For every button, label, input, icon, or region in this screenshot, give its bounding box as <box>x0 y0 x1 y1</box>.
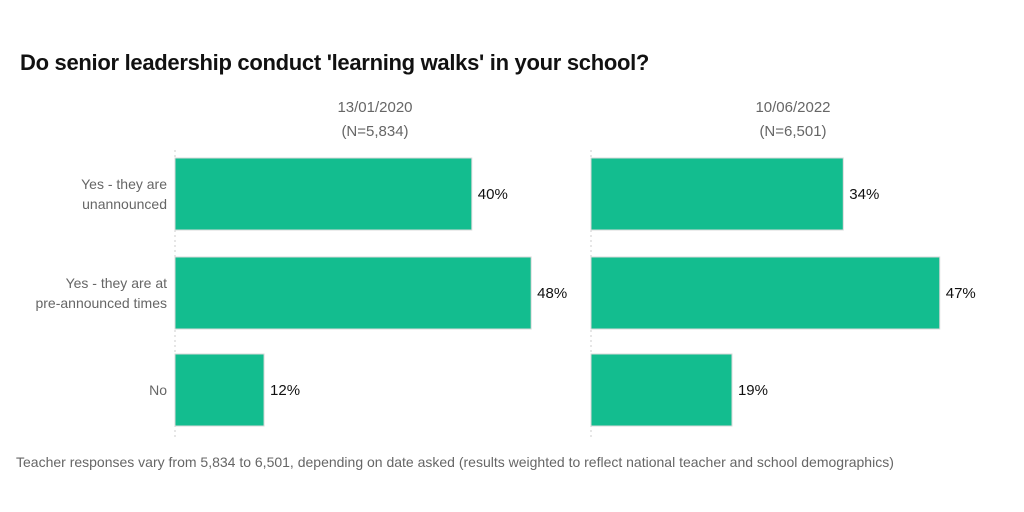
category-label-line: Yes - they are <box>81 176 167 192</box>
panel-date: 10/06/2022 <box>755 99 831 116</box>
data-label: 48% <box>537 285 567 302</box>
chart-title: Do senior leadership conduct 'learning w… <box>20 50 650 75</box>
data-label: 47% <box>946 285 976 302</box>
data-label: 40% <box>478 186 508 203</box>
category-label-line: unannounced <box>82 196 167 212</box>
panel-header-1: 13/01/2020 (N=5,834) <box>275 96 475 144</box>
bar <box>174 256 532 330</box>
panel-header-2: 10/06/2022 (N=6,501) <box>693 96 893 144</box>
category-label-line: Yes - they are at <box>65 275 167 291</box>
category-label-line: No <box>149 382 167 398</box>
footnote: Teacher responses vary from 5,834 to 6,5… <box>16 454 894 470</box>
bar <box>174 157 473 231</box>
bar <box>174 353 265 427</box>
category-label-line: pre-announced times <box>35 295 167 311</box>
category-label-3: No <box>7 380 167 400</box>
panel-n: (N=6,501) <box>759 123 827 140</box>
category-label-1: Yes - they are unannounced <box>7 174 167 214</box>
panel-date: 13/01/2020 <box>337 99 413 116</box>
bar <box>590 353 733 427</box>
data-label: 12% <box>270 382 300 399</box>
data-label: 19% <box>738 382 768 399</box>
category-label-2: Yes - they are at pre-announced times <box>7 273 167 313</box>
panel-n: (N=5,834) <box>341 123 409 140</box>
data-label: 34% <box>849 186 879 203</box>
bar <box>590 157 844 231</box>
bar <box>590 256 941 330</box>
